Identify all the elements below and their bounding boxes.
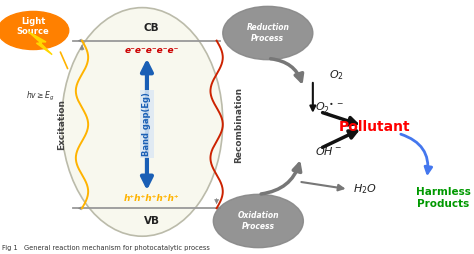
Text: Pollutant: Pollutant xyxy=(338,120,410,134)
Text: h⁺h⁺h⁺h⁺h⁺: h⁺h⁺h⁺h⁺h⁺ xyxy=(124,194,180,203)
Text: Oxidation
Process: Oxidation Process xyxy=(237,211,279,231)
Text: CB: CB xyxy=(144,23,159,33)
Ellipse shape xyxy=(223,6,313,60)
Text: Harmless
Products: Harmless Products xyxy=(416,187,471,209)
Text: $hv\geq E_g$: $hv\geq E_g$ xyxy=(26,90,55,103)
Text: Recombination: Recombination xyxy=(234,86,243,163)
Text: Band gap(Eg): Band gap(Eg) xyxy=(143,92,151,156)
Ellipse shape xyxy=(213,194,303,248)
Text: VB: VB xyxy=(144,216,160,226)
Ellipse shape xyxy=(62,8,223,236)
Circle shape xyxy=(0,11,69,50)
Text: Fig 1   General reaction mechanism for photocatalytic process: Fig 1 General reaction mechanism for pho… xyxy=(2,245,210,251)
Text: Reduction
Process: Reduction Process xyxy=(246,23,289,43)
Text: $O_2^{\ \bullet -}$: $O_2^{\ \bullet -}$ xyxy=(315,100,344,116)
Text: e⁻e⁻e⁻e⁻e⁻: e⁻e⁻e⁻e⁻e⁻ xyxy=(125,46,179,55)
Text: $O_2$: $O_2$ xyxy=(329,68,344,82)
Text: Light
Source: Light Source xyxy=(17,17,50,36)
Text: Excitation: Excitation xyxy=(57,99,66,150)
Text: $OH^-$: $OH^-$ xyxy=(315,145,342,157)
Polygon shape xyxy=(28,32,52,55)
Text: $H_2O$: $H_2O$ xyxy=(353,182,377,196)
